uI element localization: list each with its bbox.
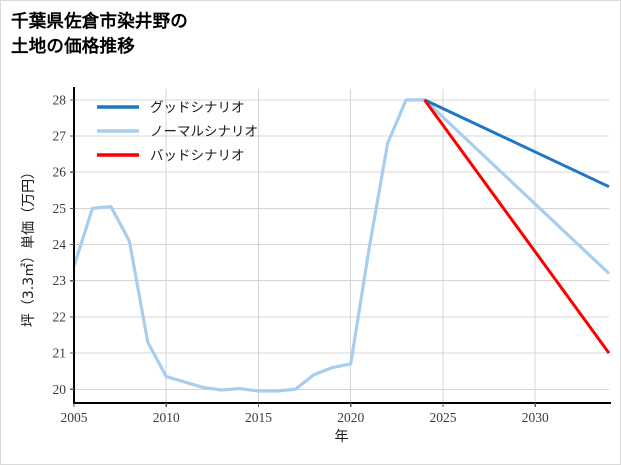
y-tick-label: 24 xyxy=(53,237,67,252)
x-tick-label: 2010 xyxy=(153,410,180,425)
page-title: 千葉県佐倉市染井野の 土地の価格推移 xyxy=(11,11,188,56)
series-line-good xyxy=(423,98,610,189)
y-tick-label: 26 xyxy=(53,165,67,180)
y-tick-label: 20 xyxy=(53,382,67,397)
y-tick-label: 25 xyxy=(53,201,67,216)
y-tick-label: 27 xyxy=(53,129,67,144)
series-line-normal xyxy=(72,98,611,393)
x-axis-title: 年 xyxy=(335,429,349,445)
series-line-bad xyxy=(423,98,611,354)
legend-label-normal: ノーマルシナリオ xyxy=(150,124,258,140)
legend-label-bad: バッドシナリオ xyxy=(150,148,245,164)
x-tick-label: 2025 xyxy=(429,410,456,425)
y-tick-label: 23 xyxy=(53,273,67,288)
y-axis-title: 坪（3.3㎡）単価（万円） xyxy=(21,165,37,327)
legend-label-good: グッドシナリオ xyxy=(150,100,245,116)
y-tick-label: 28 xyxy=(53,92,67,107)
x-tick-label: 2005 xyxy=(61,410,88,425)
x-tick-label: 2020 xyxy=(337,410,364,425)
y-tick-label: 22 xyxy=(53,309,67,324)
x-tick-label: 2030 xyxy=(522,410,549,425)
x-tick-label: 2015 xyxy=(245,410,272,425)
y-tick-label: 21 xyxy=(53,346,67,361)
